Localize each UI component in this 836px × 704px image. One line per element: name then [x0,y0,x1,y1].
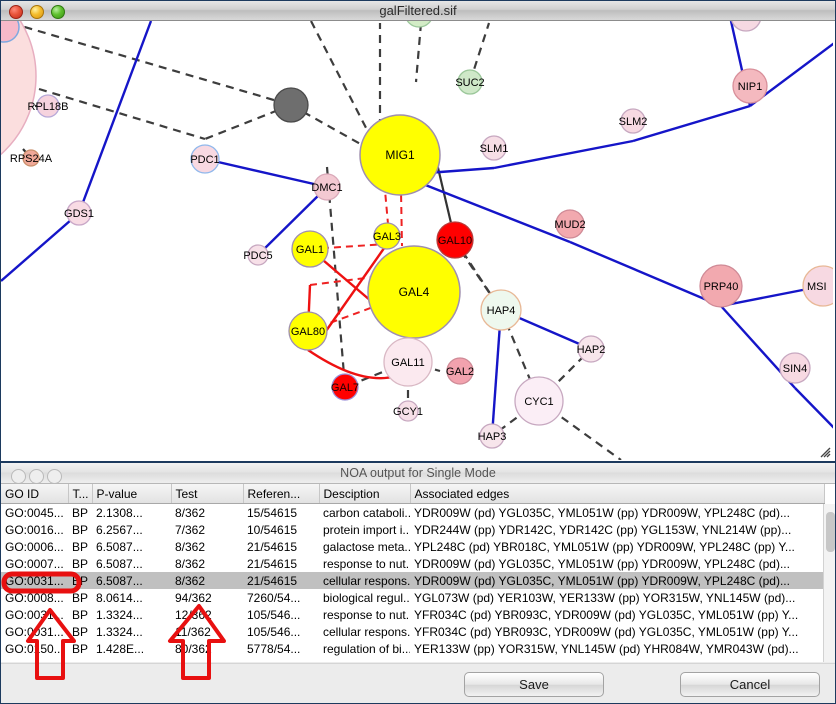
svg-text:GAL1: GAL1 [296,244,324,256]
svg-text:SLM2: SLM2 [619,116,648,128]
svg-text:GCY1: GCY1 [393,406,423,418]
svg-text:GAL10: GAL10 [438,235,472,247]
svg-text:GAL2: GAL2 [446,366,474,378]
svg-text:GAL4: GAL4 [399,285,430,299]
svg-text:RPL18B: RPL18B [28,101,69,113]
svg-text:MUD2: MUD2 [554,219,585,231]
svg-text:GAL11: GAL11 [391,357,424,369]
svg-text:CYC1: CYC1 [524,396,553,408]
svg-text:SUC2: SUC2 [455,77,484,89]
svg-text:HAP2: HAP2 [577,344,606,356]
svg-text:MSI: MSI [807,281,827,293]
svg-text:GAL80: GAL80 [291,326,325,338]
svg-text:GDS1: GDS1 [64,208,94,220]
svg-text:GAL3: GAL3 [373,231,401,243]
svg-text:HAP3: HAP3 [478,431,507,443]
svg-text:GAL7: GAL7 [331,382,359,394]
svg-text:RPS24A: RPS24A [10,153,53,165]
svg-text:SIN4: SIN4 [783,363,807,375]
svg-text:PDC5: PDC5 [243,250,272,262]
svg-text:SLM1: SLM1 [480,143,509,155]
svg-text:PDC1: PDC1 [190,154,219,166]
svg-text:HAP4: HAP4 [487,305,516,317]
svg-text:DMC1: DMC1 [311,182,342,194]
svg-text:MIG1: MIG1 [385,148,415,162]
svg-text:PRP40: PRP40 [704,281,739,293]
svg-text:NIP1: NIP1 [738,81,762,93]
